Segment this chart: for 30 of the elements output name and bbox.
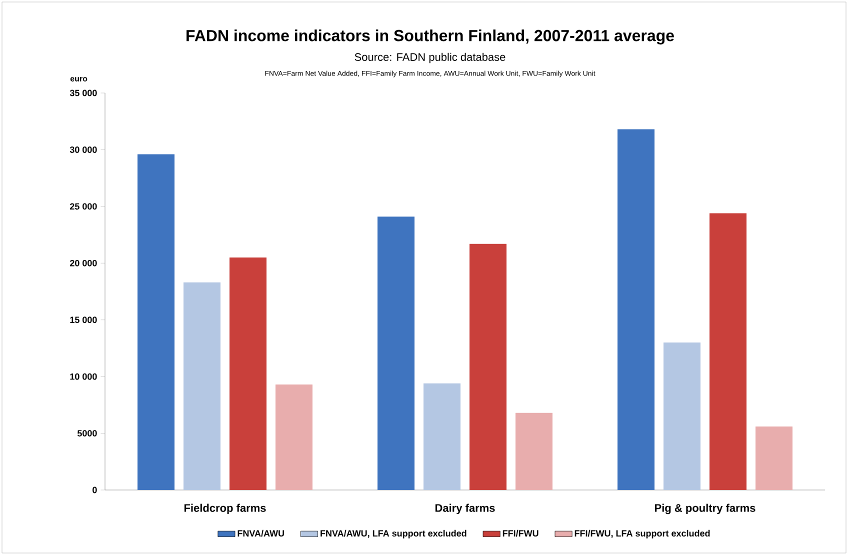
bar [424,383,461,490]
y-tick-label: 30 000 [70,146,97,153]
bar [230,257,267,490]
bar [516,412,553,490]
y-tick-label: 35 000 [70,90,97,96]
y-tick-label: 0 [92,486,97,494]
bar [276,384,313,490]
bar [710,213,747,490]
x-tick-label: Fieldcrop farms [184,504,266,514]
bar [138,154,175,490]
bar [664,342,701,490]
y-axis-title: euro [70,77,88,82]
x-tick-label: Pig & poultry farms [655,504,756,514]
bar [470,244,507,490]
bar [378,216,415,490]
x-tick-label: Dairy farms [435,504,495,514]
chart-subtitle: Source: FADN public database [354,52,506,64]
y-tick-label: 25 000 [70,203,97,210]
bar [618,129,655,490]
y-tick-label: 10 000 [70,373,97,380]
bar [756,426,793,490]
y-tick-label: 5000 [77,430,97,436]
chart-title: FADN income indicators in Southern Finland, 2007-2011 average [186,30,674,44]
bar [184,282,221,490]
legend-label: FNVA/AWU [238,530,284,537]
legend-label: FFI/FWU [502,530,538,537]
y-tick-label: 20 000 [70,260,97,266]
legend-label: FFI/FWU, LFA support excluded [574,530,710,538]
legend-label: FNVA/AWU, LFA support excluded [320,530,466,538]
y-tick-label: 15 000 [70,316,97,324]
